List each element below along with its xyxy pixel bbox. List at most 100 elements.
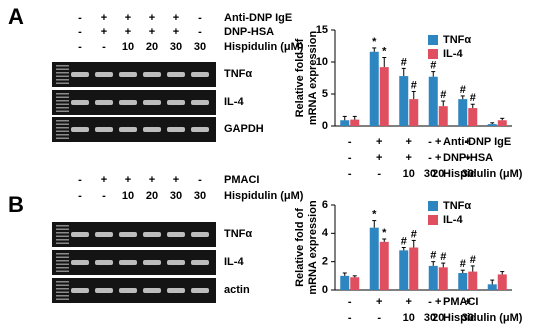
treatment-cell: +	[435, 152, 441, 164]
treatment-cell: 10	[403, 168, 415, 180]
bar	[409, 99, 419, 126]
treatment-label: Hispidulin (μM)	[224, 190, 304, 202]
significance-marker: #	[411, 79, 417, 91]
significance-marker: #	[430, 60, 436, 72]
ladder-band	[56, 288, 69, 290]
ladder-band	[56, 270, 69, 272]
y-axis-title: mRNA expression	[307, 200, 319, 295]
bar	[438, 106, 448, 126]
treatment-cell: 30	[462, 312, 474, 324]
significance-marker: #	[440, 89, 446, 101]
ladder-band	[56, 263, 69, 265]
bar	[487, 124, 497, 126]
treatment-cell: +	[173, 12, 179, 24]
treatment-cell: 30	[194, 41, 206, 53]
gel-band	[143, 232, 161, 237]
treatment-cell: 30	[424, 168, 436, 180]
legend-label: IL-4	[443, 214, 463, 226]
significance-marker: #	[401, 235, 407, 247]
treatment-label: DNP-HSA	[443, 152, 493, 164]
ladder-band	[56, 72, 69, 74]
ladder-band	[56, 295, 69, 297]
gel-band	[95, 127, 113, 132]
ladder-band	[56, 93, 69, 95]
bar	[340, 120, 350, 126]
band-label: IL-4	[224, 256, 244, 268]
gel-band	[95, 72, 113, 77]
ladder-band	[56, 298, 69, 300]
gel-band	[191, 100, 209, 105]
treatment-cell: +	[125, 12, 131, 24]
treatment-cell: +	[376, 136, 382, 148]
treatment-cell: -	[377, 168, 381, 180]
gel-band	[191, 127, 209, 132]
gel-band	[191, 260, 209, 265]
bar	[350, 119, 360, 126]
bar	[369, 51, 379, 127]
treatment-cell: +	[465, 152, 471, 164]
significance-marker: *	[372, 36, 377, 48]
treatment-cell: -	[428, 152, 432, 164]
bar	[497, 274, 507, 290]
ladder-band	[56, 96, 69, 98]
gel-band	[71, 232, 89, 237]
treatment-cell: +	[376, 296, 382, 308]
band-label: IL-4	[224, 96, 244, 108]
treatment-cell: -	[428, 296, 432, 308]
legend-label: TNFα	[443, 34, 471, 46]
gel-band	[95, 100, 113, 105]
ladder-band	[56, 79, 69, 81]
significance-marker: #	[470, 254, 476, 266]
gel-band	[191, 72, 209, 77]
treatment-cell: 10	[122, 190, 134, 202]
ladder-band	[56, 239, 69, 241]
gel-band	[143, 72, 161, 77]
ladder-band	[56, 235, 69, 237]
gel-band	[71, 260, 89, 265]
gel-band	[119, 232, 137, 237]
gel-band	[191, 232, 209, 237]
ladder-band	[56, 137, 69, 139]
treatment-cell: +	[149, 26, 155, 38]
ladder-band	[56, 103, 69, 105]
bar	[399, 250, 409, 290]
treatment-cell: -	[198, 26, 202, 38]
significance-marker: *	[382, 45, 387, 57]
treatment-cell: +	[465, 296, 471, 308]
treatment-cell: -	[377, 312, 381, 324]
treatment-cell: -	[78, 26, 82, 38]
ladder-band	[56, 107, 69, 109]
gel-band	[143, 100, 161, 105]
gel-band	[167, 232, 185, 237]
significance-marker: #	[470, 92, 476, 104]
bar	[468, 108, 478, 126]
treatment-label: Hispidulin (μM)	[224, 41, 304, 53]
legend-label: TNFα	[443, 200, 471, 212]
ladder-band	[56, 256, 69, 258]
gel-band	[119, 260, 137, 265]
legend-swatch	[428, 35, 438, 45]
bar	[438, 267, 448, 290]
gel-band	[119, 72, 137, 77]
y-tick-label: 15	[316, 24, 328, 36]
bar	[340, 275, 350, 290]
ladder-band	[56, 232, 69, 234]
gel-band	[143, 288, 161, 293]
significance-marker: #	[401, 56, 407, 68]
treatment-cell: -	[78, 41, 82, 53]
ladder-band	[56, 281, 69, 283]
treatment-cell: +	[125, 174, 131, 186]
ladder-band	[56, 68, 69, 70]
bar	[399, 76, 409, 126]
treatment-cell: 20	[432, 168, 444, 180]
bar	[379, 67, 389, 126]
treatment-label: PMACI	[224, 174, 259, 186]
band-label: actin	[224, 284, 250, 296]
treatment-cell: -	[348, 312, 352, 324]
significance-marker: #	[411, 228, 417, 240]
y-tick-label: 6	[322, 199, 328, 211]
ladder-band	[56, 100, 69, 102]
treatment-cell: 20	[146, 41, 158, 53]
treatment-cell: -	[102, 190, 106, 202]
